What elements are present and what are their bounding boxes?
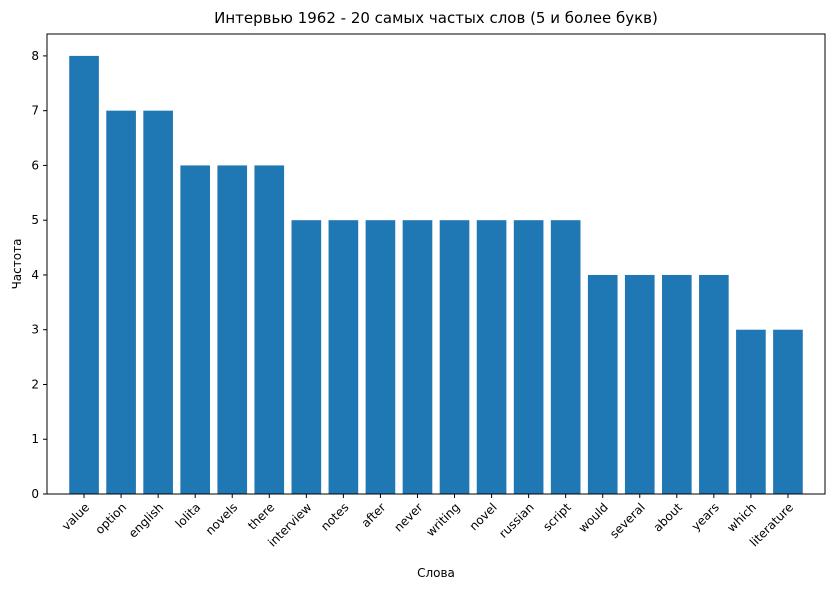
bar-after	[365, 220, 396, 494]
x-tick-label: writing	[424, 500, 463, 539]
x-tick-label: notes	[318, 500, 351, 533]
y-tick-label: 1	[31, 432, 39, 446]
bar-writing	[439, 220, 470, 494]
y-tick-label: 8	[31, 49, 39, 63]
x-tick-label: never	[391, 500, 425, 534]
x-tick-label: several	[607, 500, 648, 541]
y-tick-label: 6	[31, 158, 39, 172]
bar-would	[587, 274, 618, 494]
x-axis-label: Слова	[417, 566, 455, 580]
x-tick-label: years	[689, 500, 722, 533]
x-tick-label: option	[92, 500, 129, 537]
x-tick-label: script	[540, 500, 574, 534]
y-tick-label: 7	[31, 104, 39, 118]
x-tick-label: which	[724, 500, 759, 535]
bar-notes	[328, 220, 359, 494]
bar-literature	[773, 329, 803, 494]
x-tick-label: english	[126, 500, 166, 540]
x-tick-label: novels	[203, 500, 240, 537]
x-tick-label: there	[245, 500, 277, 532]
x-tick-label: value	[59, 500, 92, 533]
x-tick-label: russian	[496, 500, 537, 541]
bar-there	[254, 165, 285, 494]
bar-which	[736, 329, 766, 494]
bar-about	[661, 274, 692, 494]
y-tick-label: 3	[31, 323, 39, 337]
bar-english	[143, 110, 173, 495]
bars-group	[69, 55, 803, 495]
bar-novels	[217, 165, 248, 494]
bar-interview	[291, 220, 322, 494]
bar-option	[106, 110, 136, 495]
x-tick-label: about	[651, 500, 686, 535]
y-axis-label: Частота	[10, 239, 24, 290]
bar-years	[699, 274, 729, 494]
bar-novel	[476, 220, 507, 494]
bar-several	[624, 274, 655, 494]
y-tick-label: 4	[31, 268, 39, 282]
bar-lolita	[180, 165, 211, 494]
bar-russian	[513, 220, 544, 494]
x-tick-label: after	[359, 500, 389, 530]
bar-never	[402, 220, 433, 494]
x-tick-label: would	[576, 500, 611, 535]
x-tick-label: lolita	[173, 500, 204, 531]
bar-script	[550, 220, 581, 494]
x-tick-label: novel	[467, 500, 500, 533]
y-tick-label: 5	[31, 213, 39, 227]
y-axis: 0 1 2 3 4 5 6 7 8	[31, 49, 47, 501]
plot-frame	[46, 33, 826, 495]
chart-title: Интервью 1962 - 20 самых частых слов (5 …	[214, 9, 658, 27]
y-tick-label: 0	[31, 487, 39, 501]
bar-value	[69, 55, 99, 495]
y-tick-label: 2	[31, 377, 39, 391]
